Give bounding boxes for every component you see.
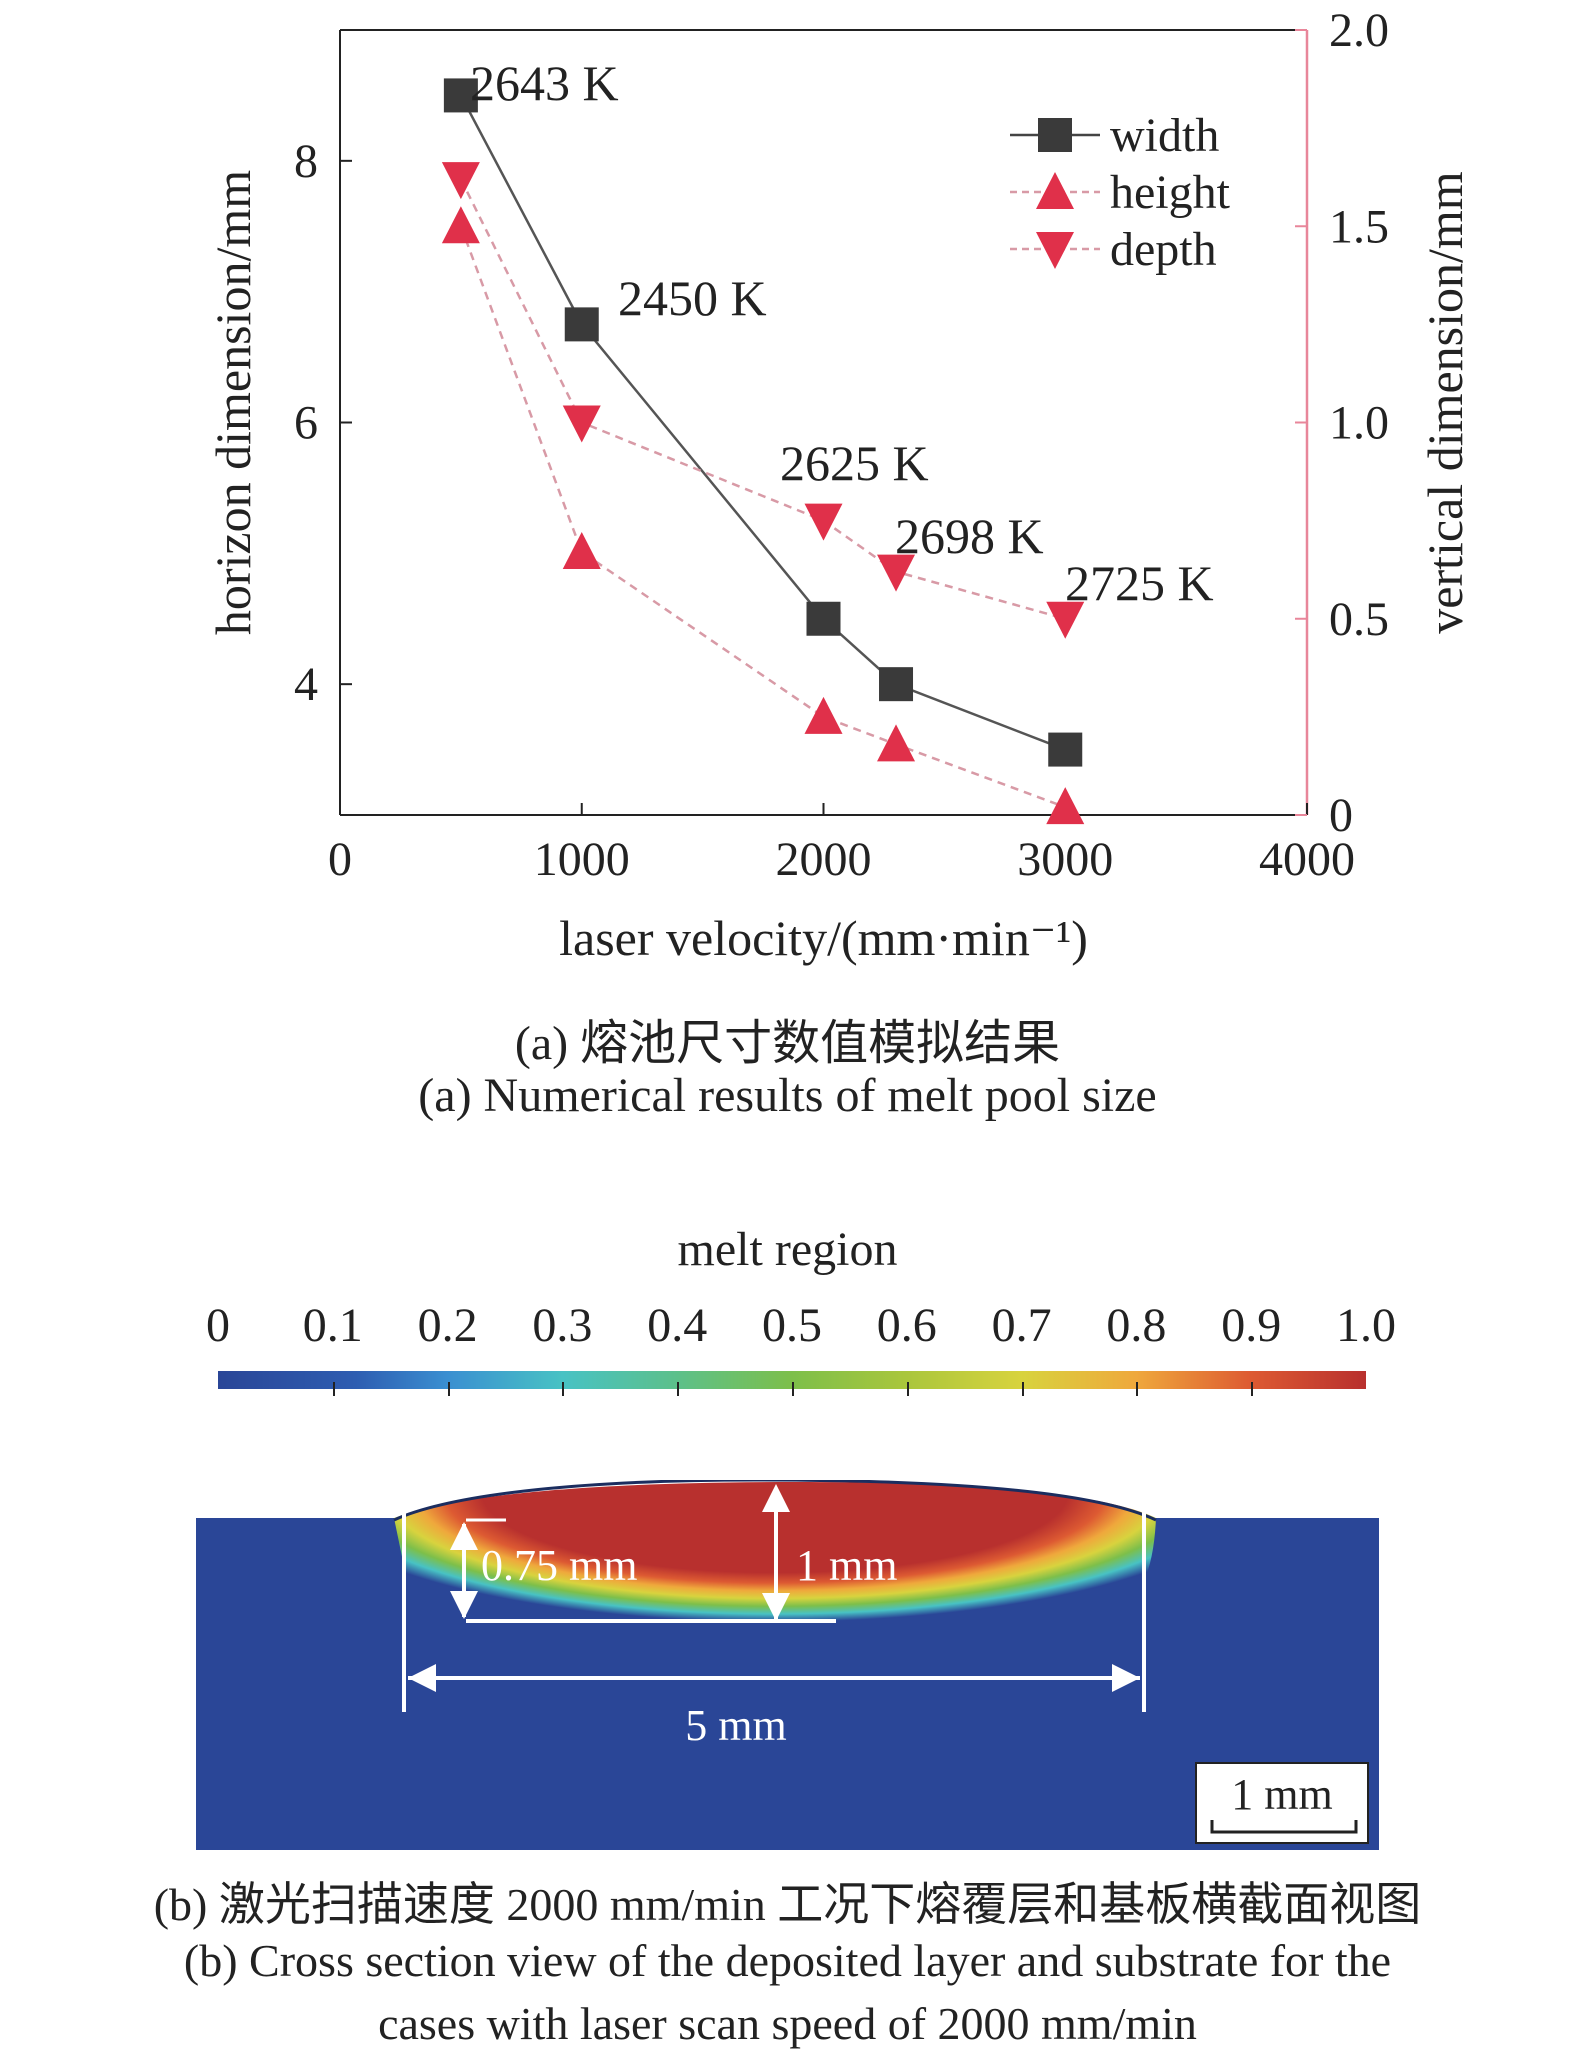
dimension-annotations xyxy=(402,1484,1146,1712)
colorbar-tick-label: 0.5 xyxy=(762,1299,822,1352)
label-075mm: 0.75 mm xyxy=(481,1541,637,1590)
data-point-height xyxy=(441,206,480,244)
data-point-width xyxy=(879,667,914,702)
x-tick-label: 4000 xyxy=(1259,833,1355,886)
plot-labels: 2643 K 2450 K 2625 K 2698 K 2725 K xyxy=(470,55,1214,611)
label-5mm: 5 mm xyxy=(685,1701,786,1750)
colorbar-tick-mark xyxy=(1136,1382,1139,1396)
data-point-depth xyxy=(804,503,843,541)
data-point-width xyxy=(443,78,478,113)
caption-a-chinese: (a) 熔池尺寸数值模拟结果 xyxy=(514,1017,1061,1070)
x-tick-label: 0 xyxy=(328,833,352,886)
deposited-layer-top xyxy=(393,1480,1157,1522)
y-right-tick-label: 2.0 xyxy=(1329,4,1389,57)
temperature-annotation: 2698 K xyxy=(895,508,1044,564)
scale-bar xyxy=(1210,1820,1358,1834)
colorbar-tick-labels: 0 0.1 0.2 0.3 0.4 0.5 0.6 0.7 0.8 0.9 1.0 xyxy=(0,1298,1575,1352)
label-1mm: 1 mm xyxy=(796,1541,897,1590)
y-right-axis-label: vertical dimension/mm xyxy=(1417,171,1473,634)
height-arrow-head-bottom xyxy=(450,1591,478,1619)
data-point-width xyxy=(806,601,841,636)
legend-label-depth: depth xyxy=(1110,223,1217,276)
colorbar-tick-mark xyxy=(1251,1382,1254,1396)
data-point-depth xyxy=(877,554,916,592)
x-tick-label: 1000 xyxy=(534,833,630,886)
colorbar-tick-label: 0 xyxy=(206,1299,230,1352)
colorbar-tick-label: 0.9 xyxy=(1221,1299,1282,1352)
y-right-tick-label: 1.0 xyxy=(1329,397,1389,450)
x-tick-label: 3000 xyxy=(1017,833,1113,886)
colorbar-gradient xyxy=(218,1371,1366,1389)
colorbar-tick-mark xyxy=(906,1382,909,1396)
colorbar-tick-label: 0.3 xyxy=(532,1299,593,1352)
data-point-height xyxy=(1046,787,1085,825)
y-left-tick-label: 8 xyxy=(294,135,318,188)
data-point-height xyxy=(804,696,843,734)
x-tick-label: 2000 xyxy=(776,833,872,886)
y-right-tick-label: 1.5 xyxy=(1329,200,1389,253)
colorbar-tick-label: 0.7 xyxy=(991,1299,1052,1352)
colorbar-tick-mark xyxy=(562,1382,565,1396)
height-arrow-head-top xyxy=(450,1522,478,1550)
data-point-width xyxy=(564,307,599,342)
caption-a-english: (a) Numerical results of melt pool size xyxy=(418,1069,1157,1122)
temperature-annotation: 2725 K xyxy=(1065,555,1214,611)
scale-bar-box xyxy=(1195,1762,1369,1844)
y-right-tick-label: 0.5 xyxy=(1329,593,1389,646)
caption-b-english-line1: (b) Cross section view of the deposited … xyxy=(183,1935,1392,1986)
caption-b-english-line2: cases with laser scan speed of 2000 mm/m… xyxy=(378,1998,1197,2049)
data-point-depth xyxy=(562,405,601,443)
depth-arrow-head-bottom xyxy=(762,1593,790,1621)
data-point-height xyxy=(877,724,916,762)
temperature-annotation: 2643 K xyxy=(470,55,619,111)
legend-label-height: height xyxy=(1110,166,1231,219)
series-line-width xyxy=(459,94,1066,751)
data-point-depth xyxy=(441,162,480,200)
colorbar-tick-label: 1.0 xyxy=(1336,1299,1396,1352)
data-point-height xyxy=(562,532,601,570)
y-left-tick-label: 4 xyxy=(294,658,318,711)
legend-label-width: width xyxy=(1110,109,1219,162)
width-arrow-head-left xyxy=(408,1664,436,1692)
colorbar-tick-label: 0.1 xyxy=(302,1299,363,1352)
colorbar-tick-mark xyxy=(792,1382,794,1396)
colorbar-tick-mark xyxy=(1021,1382,1024,1396)
caption-b-chinese: (b) 激光扫描速度 2000 mm/min 工况下熔覆层和基板横截面视图 xyxy=(153,1879,1422,1930)
colorbar-tick-mark xyxy=(332,1382,335,1396)
depth-arrow-head-top xyxy=(762,1484,790,1512)
plot-series xyxy=(441,78,1085,825)
colorbar-tick-label: 0.4 xyxy=(647,1299,708,1352)
legend-marker-depth xyxy=(1036,232,1074,269)
colorbar-tick-label: 0.2 xyxy=(417,1299,478,1352)
colorbar-tick-label: 0.6 xyxy=(876,1299,937,1352)
melt-pool-chart: 0 1000 2000 3000 4000 4 6 8 0 0.5 1.0 1.5 2.0 laser v… xyxy=(205,4,1473,966)
y-left-axis-label: horizon dimension/mm xyxy=(205,170,261,635)
colorbar-tick-mark xyxy=(677,1382,680,1396)
y-left-tick-label: 6 xyxy=(294,397,318,450)
width-arrow-head-right xyxy=(1112,1664,1140,1692)
data-point-width xyxy=(1048,732,1083,767)
temperature-annotation: 2625 K xyxy=(780,435,929,491)
series-line-height xyxy=(459,225,1066,809)
data-point-depth xyxy=(1046,601,1085,639)
y-right-tick-label: 0 xyxy=(1329,789,1353,842)
plot-axes: 0 1000 2000 3000 4000 4 6 8 0 0.5 1.0 1.5 2.0 laser v… xyxy=(205,4,1473,966)
scale-bar-label: 1 mm xyxy=(1231,1770,1332,1819)
x-axis-label: laser velocity/(mm·min⁻¹) xyxy=(559,910,1088,966)
temperature-annotation: 2450 K xyxy=(618,270,767,326)
legend-marker-height xyxy=(1036,172,1074,209)
colorbar-title: melt region xyxy=(677,1223,898,1276)
colorbar-tick-label: 0.8 xyxy=(1106,1299,1167,1352)
legend-marker-width xyxy=(1038,118,1072,152)
colorbar-tick-mark xyxy=(447,1382,450,1396)
cross-section-view: 0.75 mm 1 mm 5 mm 1 mm xyxy=(196,1480,1379,1850)
